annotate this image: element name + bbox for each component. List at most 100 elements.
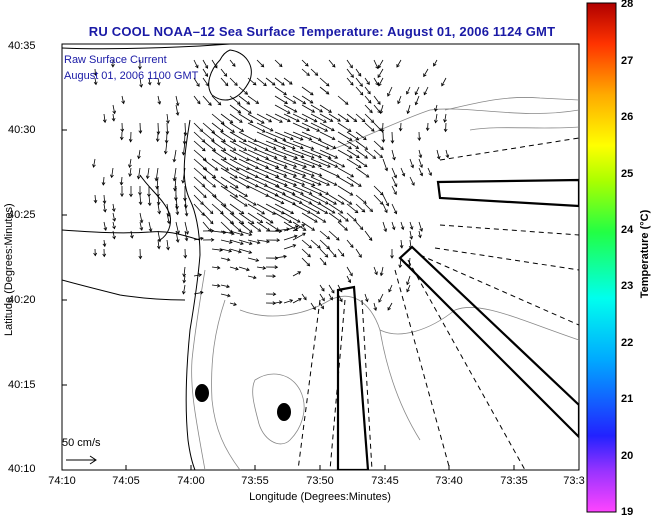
current-vector <box>247 149 269 160</box>
current-vector <box>382 122 384 133</box>
current-vector <box>265 194 284 204</box>
current-vector-head <box>359 91 364 96</box>
current-vector-head <box>252 202 257 206</box>
current-vector-head <box>185 231 189 235</box>
current-vector <box>418 221 423 232</box>
current-vector <box>183 140 186 155</box>
current-vector <box>355 248 362 258</box>
colorbar <box>586 2 617 513</box>
current-vector <box>211 203 224 215</box>
current-vector <box>229 230 244 236</box>
current-vector-head <box>102 253 107 258</box>
current-vector <box>247 275 257 279</box>
current-vector <box>102 176 105 186</box>
current-vector-head <box>204 73 209 77</box>
current-vector <box>193 59 199 68</box>
current-vector <box>193 95 201 104</box>
current-vector <box>238 248 252 254</box>
current-vector-head <box>276 238 281 243</box>
current-vector <box>274 194 296 205</box>
current-vector-head <box>233 302 237 306</box>
current-vector <box>283 140 304 149</box>
current-vector-head <box>301 182 306 186</box>
current-vector-head <box>326 245 330 250</box>
x-tick-label: 73:3 <box>563 475 585 487</box>
current-vector-head <box>443 119 447 123</box>
current-vector <box>120 176 123 185</box>
scale-arrow <box>66 455 97 465</box>
current-vector <box>292 203 311 214</box>
current-vector <box>138 167 141 179</box>
current-vector <box>247 122 266 133</box>
overlay-line2: August 01, 2006 1100 GMT <box>64 70 199 82</box>
current-vector-head <box>398 264 403 269</box>
current-vector-head <box>139 227 144 231</box>
current-vector <box>382 221 387 232</box>
current-vector <box>328 284 335 294</box>
current-vector-head <box>308 137 313 141</box>
current-vector-head <box>380 129 385 133</box>
current-vector-head <box>238 249 242 254</box>
current-vector-head <box>274 256 279 261</box>
current-vector-head <box>377 74 381 79</box>
current-vector <box>391 176 397 187</box>
current-vector <box>283 104 297 113</box>
current-vector-head <box>280 200 285 205</box>
current-vector-head <box>304 118 309 122</box>
current-vector-head <box>203 194 207 199</box>
current-vector-head <box>375 82 379 86</box>
current-vector <box>238 86 248 95</box>
current-vector-head <box>344 227 348 231</box>
current-vector <box>174 176 177 191</box>
current-vector <box>112 113 115 121</box>
current-vector-head <box>248 250 253 254</box>
current-vector <box>319 122 335 131</box>
current-vector-head <box>373 307 378 312</box>
current-vector-head <box>350 74 354 78</box>
current-vector <box>183 275 186 283</box>
scale-label: 50 cm/s <box>62 437 101 449</box>
current-vector <box>193 274 202 277</box>
current-vector-head <box>299 137 304 141</box>
current-vector-head <box>423 73 427 78</box>
current-vector <box>103 194 106 204</box>
current-vector <box>220 158 240 171</box>
current-vector <box>301 86 314 96</box>
current-vector-head <box>347 128 352 132</box>
current-vector-head <box>333 253 337 258</box>
current-vector <box>373 185 384 196</box>
current-vector-head <box>249 119 254 123</box>
current-vector <box>103 239 106 247</box>
current-vector <box>319 293 325 301</box>
current-vector-head <box>310 155 315 159</box>
current-vector-head <box>316 210 321 214</box>
x-tick-label: 73:50 <box>306 475 334 487</box>
current-vector <box>292 122 310 131</box>
current-vector <box>247 167 269 178</box>
current-vector-head <box>397 100 401 105</box>
current-vector <box>292 95 306 105</box>
y-tick-label: 40:35 <box>8 40 36 52</box>
axis-ticks <box>61 43 515 471</box>
current-vector <box>148 221 152 232</box>
current-vector <box>328 293 333 301</box>
current-vector <box>193 194 204 205</box>
current-vector-head <box>326 235 331 240</box>
current-vector-head <box>347 279 351 284</box>
current-vector <box>220 140 237 151</box>
current-vector-head <box>244 91 249 95</box>
current-vector <box>319 113 333 122</box>
current-vector-head <box>182 279 187 284</box>
current-vector <box>220 284 230 288</box>
current-vector <box>265 77 276 86</box>
current-vector-head <box>128 173 133 177</box>
current-vector-head <box>387 92 391 97</box>
current-vector <box>229 104 241 114</box>
current-vector <box>382 131 384 143</box>
current-vector-head <box>257 228 262 232</box>
current-vector-head <box>358 254 362 258</box>
current-vector-head <box>284 100 288 105</box>
current-vector-head <box>387 306 391 311</box>
current-vector-head <box>391 226 396 231</box>
current-vector <box>337 122 352 132</box>
